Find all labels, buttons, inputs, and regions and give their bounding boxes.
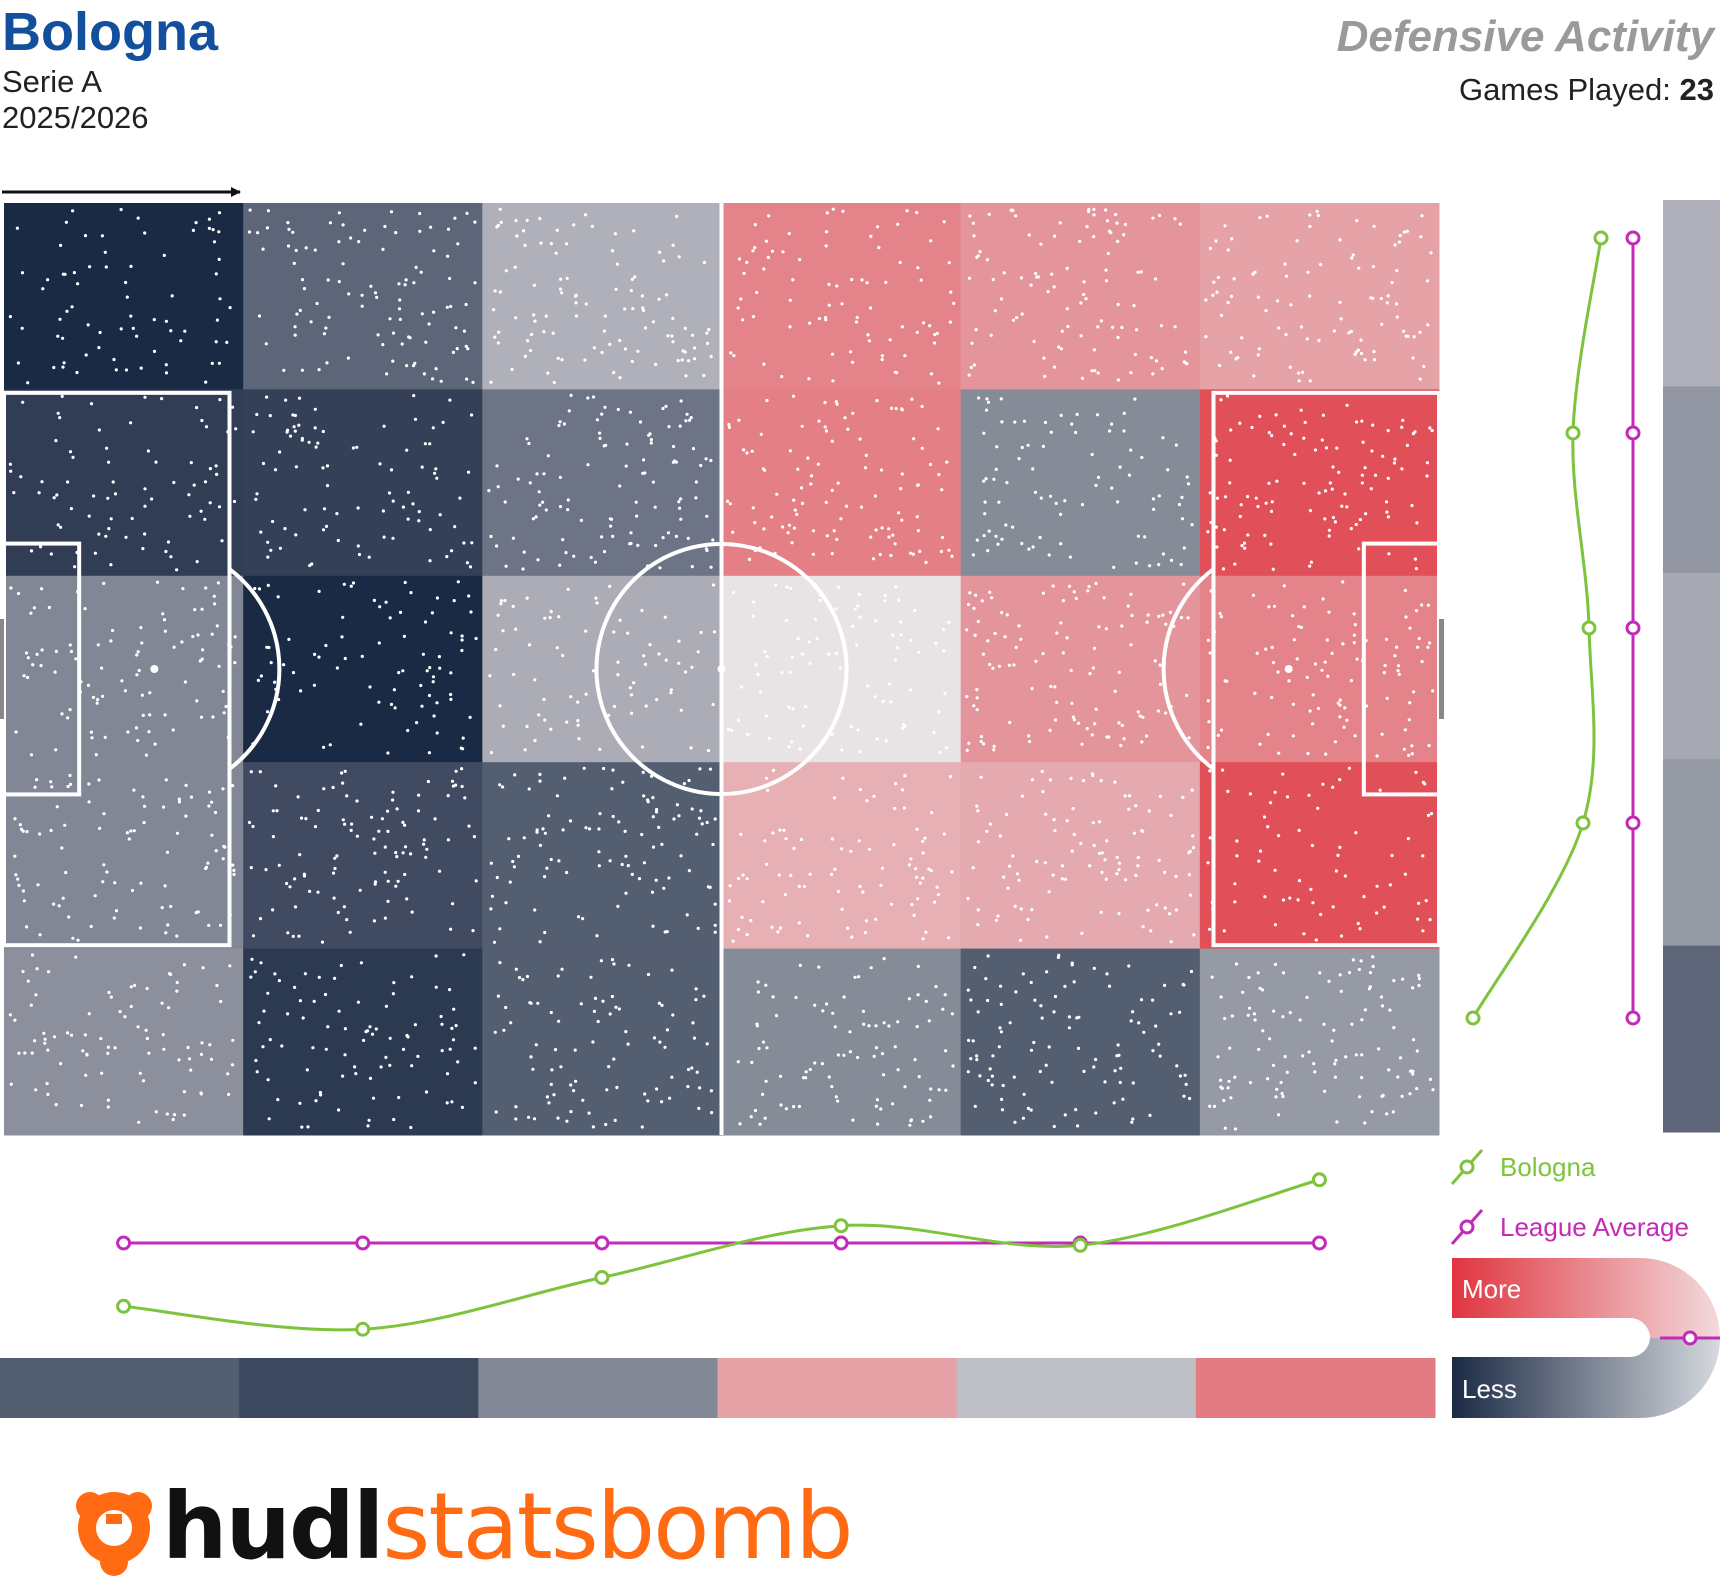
heatmap-cell-r2-c6 xyxy=(1199,389,1440,577)
heatmap-cell-r4-c5 xyxy=(960,762,1201,950)
column-league-point-2 xyxy=(355,1235,371,1251)
row-profile xyxy=(1465,230,1641,1026)
row-league-point-5 xyxy=(1625,1010,1641,1026)
legend-item-bologna: Bologna xyxy=(1450,1149,1596,1185)
logo-wordmark: hudlstatsbomb xyxy=(162,1472,853,1582)
column-team-point-1 xyxy=(116,1298,132,1314)
column-league-point-4 xyxy=(833,1235,849,1251)
row-band-2 xyxy=(1663,386,1720,574)
heatmap-cell-r5-c2 xyxy=(243,948,483,1136)
heatmap-cell-r5-c5 xyxy=(960,948,1201,1136)
column-team-point-2 xyxy=(355,1321,371,1337)
heatmap-cell-r1-c3 xyxy=(482,203,722,390)
heatmap-cell-r5-c6 xyxy=(1199,948,1440,1136)
column-league-point-3 xyxy=(594,1235,610,1251)
penalty-arc-left xyxy=(228,567,282,771)
row-league-point-2 xyxy=(1625,425,1641,441)
row-team-point-5 xyxy=(1465,1010,1481,1026)
heatmap-cell-r5-c1 xyxy=(4,948,244,1136)
hudl-statsbomb-logo: hudlstatsbomb xyxy=(66,1470,853,1590)
column-profile-bands xyxy=(0,1358,1436,1418)
column-band-1 xyxy=(0,1358,240,1418)
column-band-4 xyxy=(717,1358,958,1418)
row-league-point-1 xyxy=(1625,230,1641,246)
heatmap-cell-r3-c1 xyxy=(4,575,244,763)
heatmap-cell-r2-c5 xyxy=(960,389,1201,577)
heatmap-cell-r5-c4 xyxy=(721,948,962,1136)
column-team-point-4 xyxy=(833,1218,849,1234)
legend: Bologna League Average xyxy=(1450,1149,1689,1245)
row-league-point-3 xyxy=(1625,620,1641,636)
goal-right xyxy=(1439,619,1444,719)
logo-mark-icon xyxy=(76,1492,152,1576)
games-played: Games Played: 23 xyxy=(1459,72,1714,108)
penalty-arc-right xyxy=(1161,567,1215,771)
column-band-3 xyxy=(478,1358,718,1418)
competition-label: Serie A xyxy=(2,64,102,99)
heatmap-cell-r3-c2 xyxy=(243,575,483,763)
scale-label-more: More xyxy=(1462,1274,1521,1304)
column-band-5 xyxy=(956,1358,1197,1418)
column-team-point-5 xyxy=(1072,1237,1088,1253)
heatmap-cell-r3-c5 xyxy=(960,575,1201,763)
goal-left xyxy=(0,619,4,719)
pitch-lines xyxy=(0,203,1444,1135)
defensive-activity-chart: Bologna League Average More Less xyxy=(0,187,1720,1418)
scale-more-band xyxy=(1452,1258,1720,1338)
games-played-label: Games Played: xyxy=(1458,72,1671,107)
logo-word-hudl: hudl xyxy=(162,1473,384,1580)
heatmap-cell-r4-c4 xyxy=(721,762,962,950)
row-team-point-2 xyxy=(1565,425,1581,441)
centre-spot xyxy=(717,665,726,673)
column-league-point-6 xyxy=(1311,1235,1327,1251)
season-label: 2025/2026 xyxy=(2,100,149,135)
heatmap-cell-r3-c4 xyxy=(721,575,962,763)
team-title: Bologna xyxy=(2,2,218,62)
report-title: Defensive Activity xyxy=(1336,12,1714,61)
row-team-point-1 xyxy=(1593,230,1609,246)
legend-label-bologna: Bologna xyxy=(1500,1152,1596,1182)
heatmap-cell-r3-c6 xyxy=(1199,575,1440,763)
column-band-2 xyxy=(239,1358,479,1418)
logo-word-statsbomb: statsbomb xyxy=(382,1473,853,1580)
penalty-spot-right xyxy=(1284,665,1293,673)
heatmap-cell-r2-c1 xyxy=(4,389,244,577)
color-scale-key: More Less xyxy=(1452,1258,1720,1418)
games-played-value: 23 xyxy=(1679,72,1714,107)
column-league-point-1 xyxy=(116,1235,132,1251)
row-band-4 xyxy=(1663,759,1720,947)
column-team-line xyxy=(123,1178,1320,1332)
column-team-point-6 xyxy=(1311,1172,1327,1188)
column-profile xyxy=(116,1172,1327,1337)
heatmap-cell-r2-c2 xyxy=(243,389,483,577)
scale-label-less: Less xyxy=(1462,1374,1517,1404)
heatmap-cell-r3-c3 xyxy=(482,575,722,763)
row-band-3 xyxy=(1663,572,1720,760)
heatmap-cell-r2-c3 xyxy=(482,389,722,577)
centre-circle xyxy=(594,541,849,797)
heatmap-cell-r1-c1 xyxy=(4,203,244,390)
scale-league-marker xyxy=(1682,1330,1698,1346)
legend-label-league: League Average xyxy=(1500,1212,1689,1242)
heatmap-cell-r1-c4 xyxy=(721,203,962,390)
heatmap-cell-r4-c1 xyxy=(4,762,244,950)
scale-less-band xyxy=(1452,1338,1720,1418)
row-team-point-4 xyxy=(1575,815,1591,831)
row-league-point-4 xyxy=(1625,815,1641,831)
heatmap-cell-r2-c4 xyxy=(721,389,962,577)
penalty-spot-left xyxy=(150,665,159,673)
column-team-point-3 xyxy=(594,1270,610,1285)
row-profile-bands xyxy=(1663,200,1720,1133)
column-band-6 xyxy=(1195,1358,1436,1418)
row-band-5 xyxy=(1663,945,1720,1133)
heatmap-cell-r1-c5 xyxy=(960,203,1201,390)
legend-marker-bologna xyxy=(1459,1159,1475,1175)
heatmap-cell-r4-c2 xyxy=(243,762,483,950)
row-band-1 xyxy=(1663,200,1720,387)
legend-marker-league xyxy=(1459,1219,1475,1235)
row-team-point-3 xyxy=(1581,620,1597,636)
heatmap-cells xyxy=(4,203,1440,1136)
legend-item-league-average: League Average xyxy=(1450,1209,1689,1245)
